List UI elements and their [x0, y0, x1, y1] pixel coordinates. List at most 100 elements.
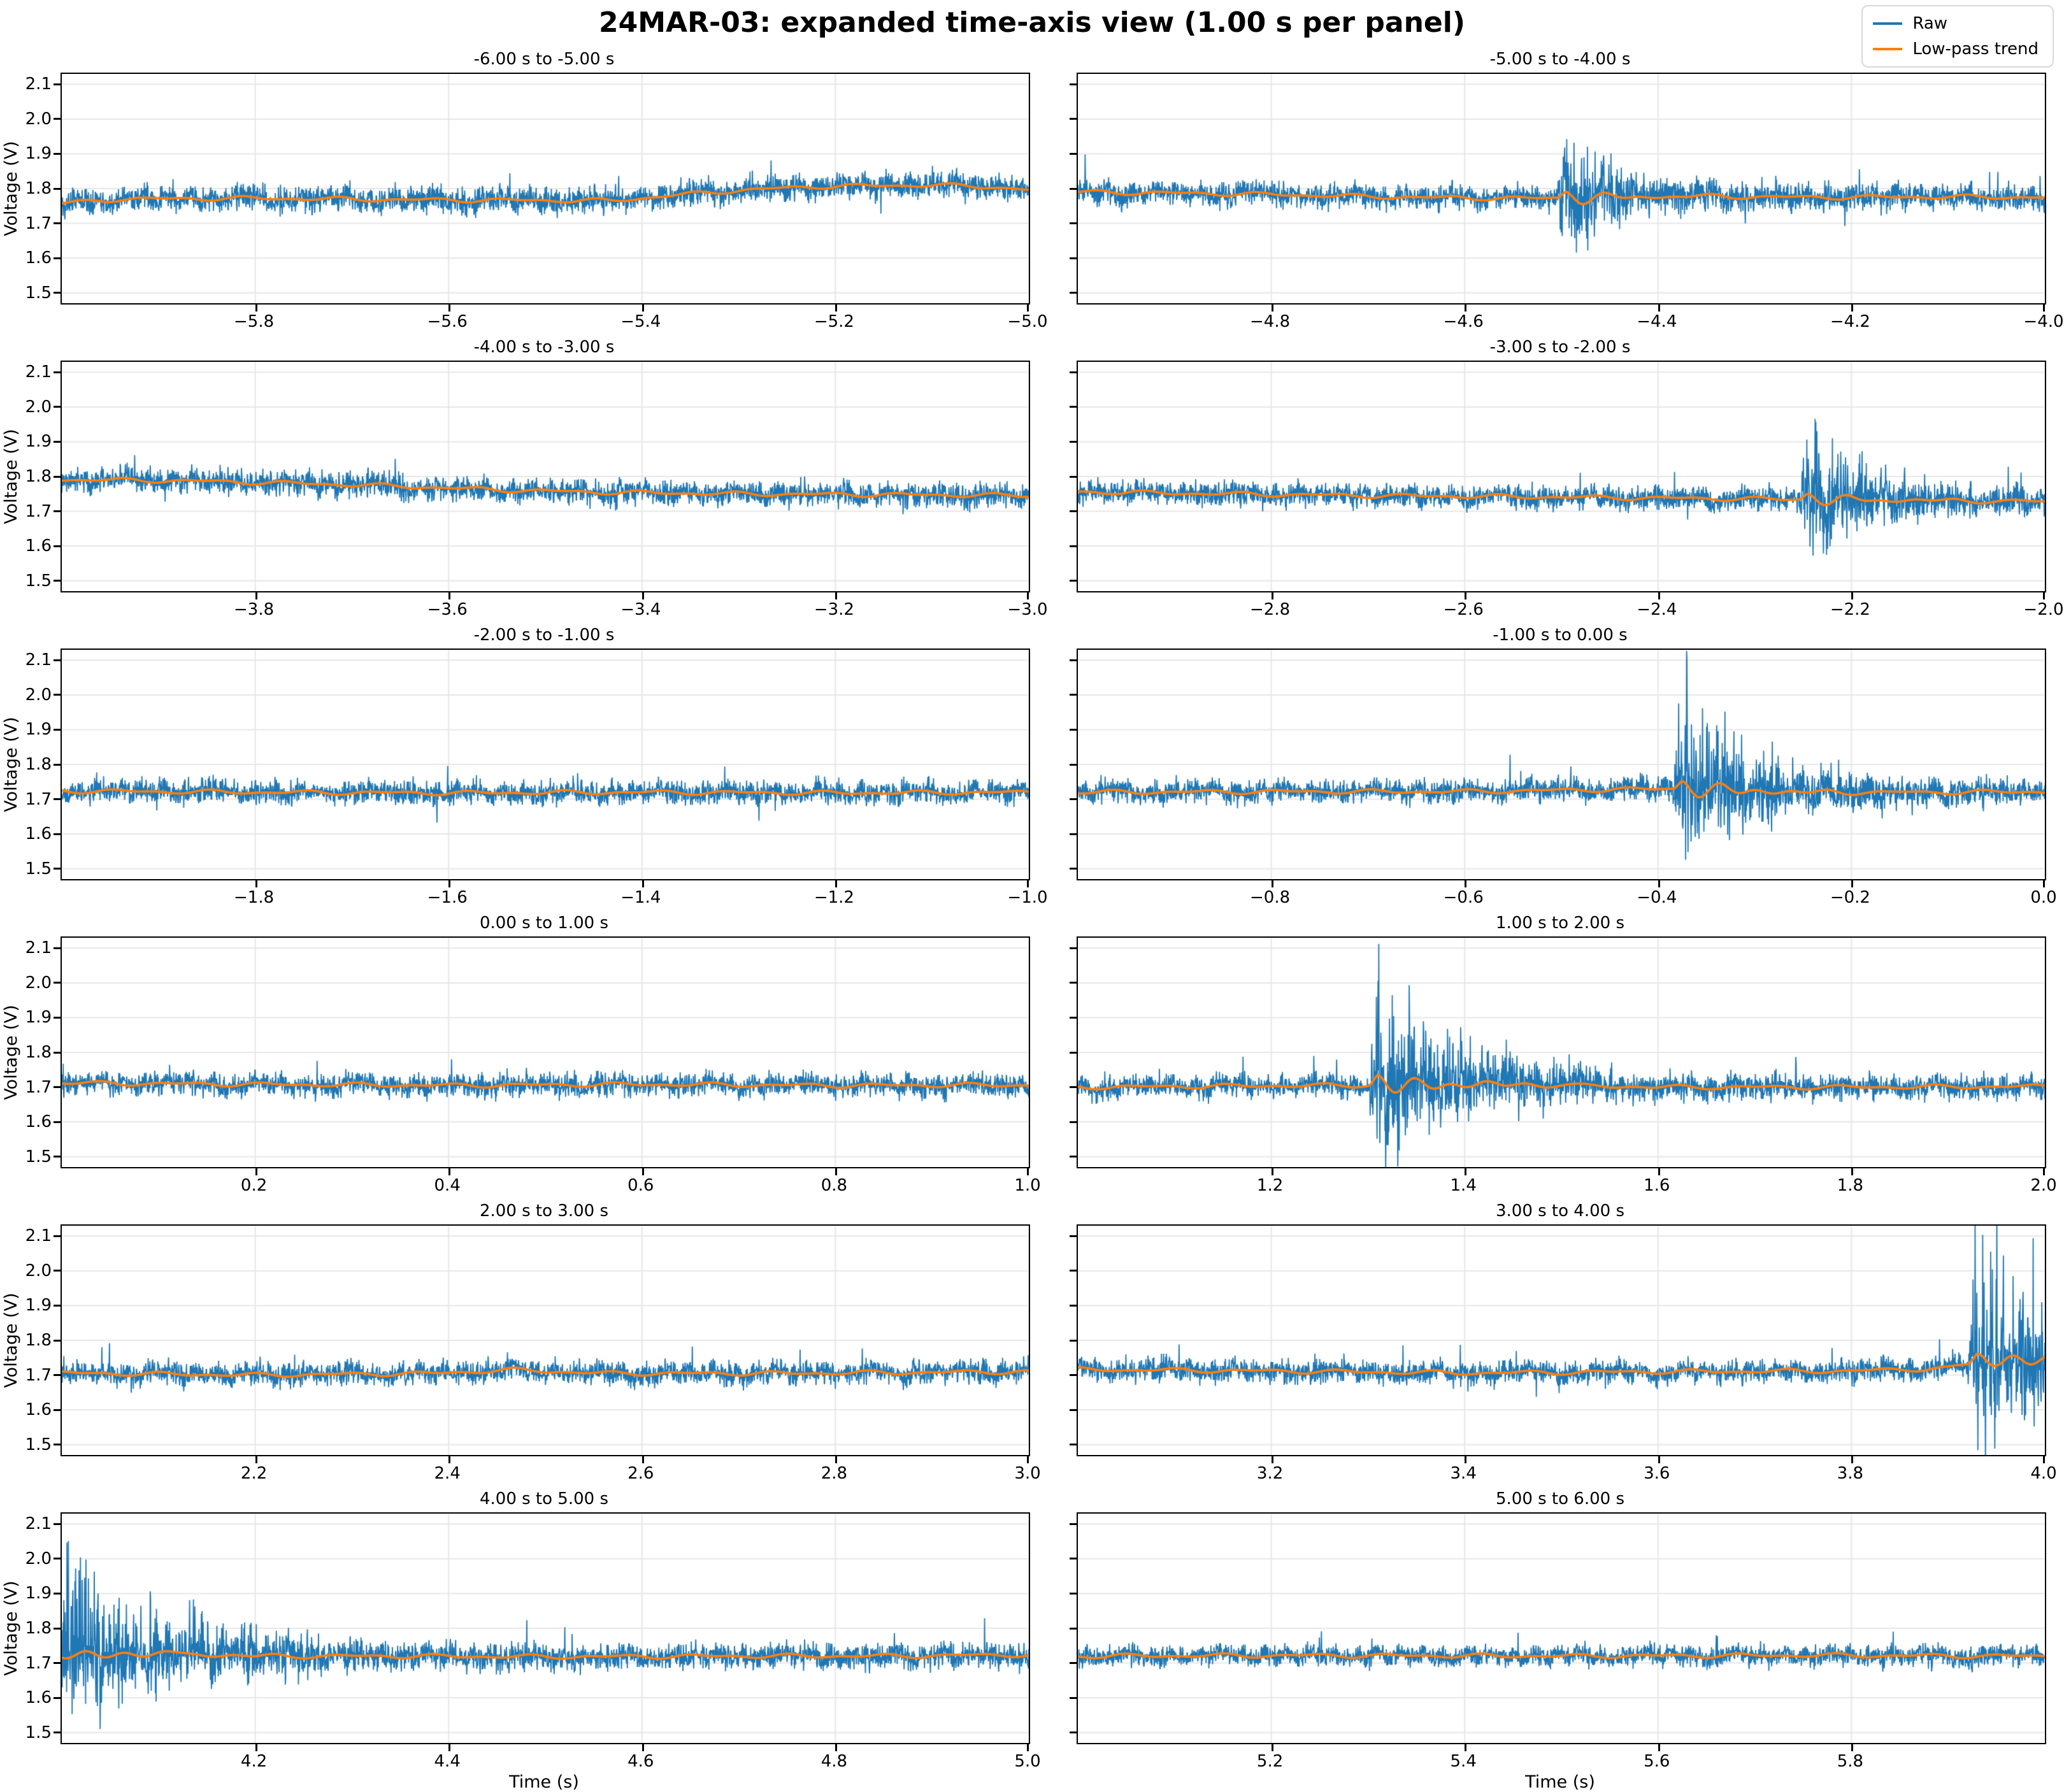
- x-tick-mark: [1851, 1744, 1854, 1751]
- plot-canvas: [62, 938, 1029, 1167]
- plot-area: [54, 1224, 1030, 1463]
- y-tick-mark: [1070, 1304, 1077, 1307]
- y-tick-mark: [54, 1444, 61, 1446]
- plot-area: [1070, 936, 2046, 1175]
- x-tick-label: −3.8: [234, 600, 275, 619]
- y-tick-mark: [1070, 187, 1077, 190]
- y-tick-mark: [1070, 798, 1077, 801]
- x-tick-mark: [2043, 880, 2045, 887]
- x-tick-mark: [448, 305, 451, 312]
- y-tick-label: 2.0: [25, 1261, 52, 1280]
- x-tick-mark: [1027, 880, 1029, 887]
- x-tick-label: 4.0: [2030, 1464, 2057, 1483]
- y-tick-mark: [1070, 1270, 1077, 1272]
- x-tick-label: 3.2: [1256, 1464, 1284, 1483]
- x-tick-mark: [835, 305, 838, 312]
- x-tick-mark: [835, 592, 838, 599]
- plot-area: [54, 936, 1030, 1175]
- plot-canvas: [1078, 650, 2045, 879]
- y-tick-mark: [54, 580, 61, 582]
- y-tick-mark: [1070, 982, 1077, 984]
- y-tick-label: 1.5: [25, 859, 52, 878]
- plot-area: [1070, 1512, 2046, 1751]
- subplot-panel: 0.00 s to 1.00 s Voltage (V) 1.5 1.6 1.7 1.8 1…: [0, 908, 1041, 1196]
- x-tick-mark: [1465, 1168, 1467, 1175]
- x-tick-mark: [835, 1456, 838, 1463]
- subplot-panel: 1.00 s to 2.00 s 1.2 1.4 1.6 1.8 2.0: [1028, 908, 2057, 1196]
- panel-title: 0.00 s to 1.00 s: [479, 914, 609, 933]
- y-axis-gutter: Voltage (V) 1.5 1.6 1.7 1.8 1.9 2.0 2.1: [0, 936, 61, 1168]
- x-tick-mark: [255, 1168, 257, 1175]
- x-tick-mark: [1465, 880, 1467, 887]
- y-tick-label: 1.7: [25, 789, 52, 809]
- y-tick-mark: [54, 510, 61, 513]
- x-tick-label: −4.2: [1830, 312, 1870, 331]
- x-tick-mark: [1851, 1456, 1854, 1463]
- y-tick-mark: [1070, 475, 1077, 478]
- y-tick-label: 1.7: [25, 501, 52, 521]
- x-tick-label: 4.2: [240, 1752, 268, 1771]
- subplot-panel: 3.00 s to 4.00 s 3.2 3.4 3.6 3.8 4.0: [1028, 1196, 2057, 1484]
- raw-line-swatch: [1873, 22, 1903, 25]
- x-tick-label: 2.2: [240, 1464, 268, 1483]
- subplot-panel: 5.00 s to 6.00 s 5.2 5.4 5.6 5.8: [1028, 1484, 2046, 1772]
- plot-area: [54, 1512, 1030, 1751]
- x-tick-row: −0.8 −0.6 −0.4 −0.2 0.0: [1077, 880, 2057, 908]
- y-axis-label: Voltage (V): [1, 1005, 21, 1100]
- x-tick-mark: [1271, 1456, 1273, 1463]
- x-tick-mark: [2043, 1456, 2045, 1463]
- plot-canvas: [1078, 74, 2045, 303]
- x-tick-mark: [1851, 305, 1854, 312]
- x-tick-mark: [255, 1744, 257, 1751]
- x-tick-mark: [1271, 880, 1273, 887]
- x-tick-mark: [1851, 1168, 1854, 1175]
- y-tick-mark: [1070, 1523, 1077, 1525]
- panel-title: 4.00 s to 5.00 s: [479, 1489, 609, 1509]
- legend-item-trend: Low-pass trend: [1873, 39, 2039, 59]
- trend-line-swatch: [1873, 48, 1903, 50]
- legend-item-raw: Raw: [1873, 14, 2039, 33]
- y-tick-label: 2.1: [25, 1226, 52, 1246]
- x-tick-label: −1.8: [234, 888, 275, 907]
- y-tick-mark: [54, 1627, 61, 1630]
- x-tick-label: 4.6: [627, 1752, 654, 1771]
- x-axis-label-right: Time (s): [1525, 1772, 1595, 1792]
- subplot-panel: -4.00 s to -3.00 s Voltage (V) 1.5 1.6 1.7 1.…: [0, 333, 1048, 620]
- x-tick-label: −0.4: [1637, 888, 1677, 907]
- y-tick-mark: [1070, 1339, 1077, 1342]
- y-tick-mark: [1070, 406, 1077, 408]
- x-tick-mark: [255, 1456, 257, 1463]
- y-tick-label: 1.7: [25, 1653, 52, 1673]
- x-tick-row: 4.2 4.4 4.6 4.8 5.0: [61, 1744, 1041, 1772]
- x-tick-row: −4.8 −4.6 −4.4 −4.2 −4.0: [1077, 305, 2064, 333]
- plot-canvas: [1078, 362, 2045, 591]
- y-tick-label: 1.8: [25, 1043, 52, 1062]
- x-axis-label-left: Time (s): [509, 1772, 579, 1792]
- x-tick-mark: [448, 1456, 451, 1463]
- y-tick-mark: [1070, 545, 1077, 547]
- y-tick-mark: [54, 1121, 61, 1123]
- y-tick-mark: [54, 152, 61, 155]
- y-tick-mark: [1070, 868, 1077, 870]
- x-tick-mark: [641, 1744, 644, 1751]
- y-tick-label: 1.6: [25, 248, 52, 268]
- x-tick-label: −0.2: [1830, 888, 1870, 907]
- y-tick-label: 1.7: [25, 1365, 52, 1385]
- y-tick-mark: [1070, 1374, 1077, 1377]
- y-tick-label: 1.9: [25, 1008, 52, 1028]
- y-tick-mark: [1070, 1731, 1077, 1734]
- x-tick-mark: [1851, 592, 1854, 599]
- y-tick-mark: [54, 292, 61, 294]
- legend: Raw Low-pass trend: [1861, 5, 2054, 68]
- y-tick-mark: [54, 763, 61, 766]
- plot-area: [1070, 73, 2046, 312]
- x-tick-label: −2.2: [1830, 600, 1870, 619]
- x-tick-label: 2.6: [627, 1464, 654, 1483]
- x-tick-label: 0.8: [821, 1176, 848, 1195]
- y-tick-mark: [54, 1016, 61, 1019]
- y-axis-gutter: Voltage (V) 1.5 1.6 1.7 1.8 1.9 2.0 2.1: [0, 1224, 61, 1456]
- x-tick-mark: [1465, 1456, 1467, 1463]
- x-tick-mark: [1658, 1744, 1660, 1751]
- y-tick-mark: [1070, 1662, 1077, 1665]
- y-axis-label: Voltage (V): [1, 1581, 21, 1676]
